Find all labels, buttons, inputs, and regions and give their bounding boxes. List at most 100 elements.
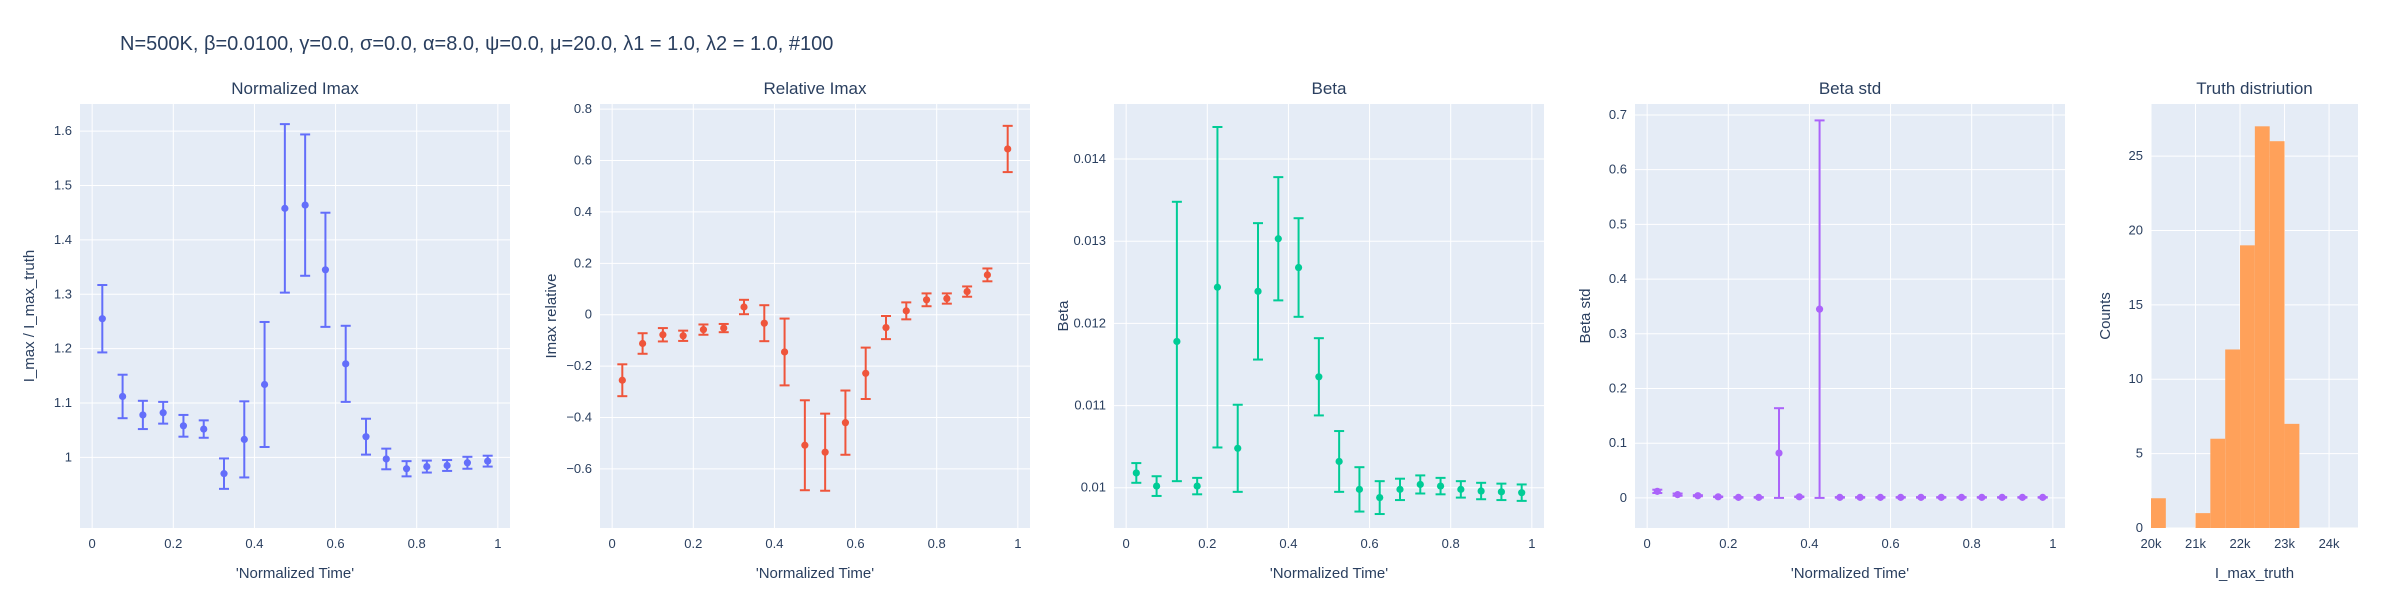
subplot-2: 0 0.2 0.4 0.6 0.8 1 −0.6 −0.4 −0.2 0 0.2 0.4 0.6 0.8 R…: [543, 79, 1030, 582]
data-point: [443, 461, 451, 470]
subplot-1: 0 0.2 0.4 0.6 0.8 1 1 1.1 1.2 1.3 1.4 1.5 1.6 Normali…: [21, 79, 510, 582]
y-tick-label: 0.014: [1073, 151, 1106, 166]
data-point: [1234, 444, 1242, 452]
data-point: [382, 455, 390, 463]
data-point: [720, 324, 728, 332]
y-tick-label: 0: [1620, 490, 1627, 505]
y-tick-label: 1.6: [54, 123, 72, 138]
data-point: [139, 411, 147, 419]
data-point: [1274, 235, 1282, 243]
y-tick-label: 1.3: [54, 286, 72, 301]
subplot-3: 0 0.2 0.4 0.6 0.8 1 0.01 0.011 0.012 0.013 0.014 Be…: [1055, 79, 1544, 582]
y-tick-label: 0: [585, 307, 592, 322]
plot-area: [600, 104, 1030, 528]
data-point: [780, 348, 789, 356]
data-point: [1004, 145, 1012, 153]
data-point: [1376, 493, 1384, 502]
x-tick-label: 0.6: [327, 536, 345, 551]
x-tick-label: 0.2: [684, 536, 702, 551]
data-point: [1937, 493, 1945, 501]
x-tick-label: 0.8: [1963, 536, 1981, 551]
data-point: [882, 323, 890, 332]
y-tick-label: 0.1: [1609, 435, 1627, 450]
y-tick-label: −0.4: [566, 410, 592, 425]
subplot-4: 0 0.2 0.4 0.6 0.8 1 0 0.1 0.2 0.3 0.4 0.5 0.6 0.7 Beta…: [1577, 79, 2065, 582]
y-tick-label: 0.4: [1609, 271, 1627, 286]
data-point: [463, 459, 472, 467]
data-point: [760, 319, 768, 327]
y-tick-label: 0.2: [574, 255, 592, 270]
data-point: [220, 470, 228, 478]
x-tick-label: 1: [1014, 536, 1021, 551]
data-point: [1673, 491, 1682, 499]
data-point: [902, 307, 910, 315]
data-point: [1734, 493, 1743, 501]
histogram-bar: [2195, 513, 2211, 528]
x-tick-label: 0.4: [1800, 536, 1818, 551]
data-point: [1335, 457, 1343, 466]
data-point: [862, 369, 870, 377]
data-point: [321, 266, 330, 274]
y-tick-label: 1.1: [54, 395, 72, 410]
x-tick-label: 0: [1644, 536, 1651, 551]
x-tick-label: 0.8: [408, 536, 426, 551]
data-point: [2018, 493, 2027, 501]
data-point: [1497, 488, 1506, 496]
x-tick-label: 23k: [2274, 536, 2295, 551]
subplot-title: Normalized Imax: [231, 79, 359, 98]
data-point: [1653, 487, 1661, 495]
y-tick-label: 0.012: [1073, 315, 1106, 330]
data-point: [983, 271, 992, 279]
y-tick-label: 0.6: [574, 153, 592, 168]
x-axis-label: 'Normalized Time': [1791, 565, 1909, 582]
data-point: [679, 332, 687, 340]
data-point: [638, 339, 647, 348]
data-point: [118, 392, 127, 401]
y-tick-label: 1: [65, 449, 72, 464]
y-axis-label: I_max / I_max_truth: [21, 250, 38, 383]
y-tick-label: 0.2: [1609, 380, 1627, 395]
plot-area: [1114, 104, 1544, 528]
subplot-title: Beta: [1312, 79, 1348, 98]
data-point: [1396, 485, 1404, 493]
y-tick-label: 1.2: [54, 341, 72, 356]
data-point: [260, 380, 269, 389]
y-tick-label: 0.01: [1081, 480, 1106, 495]
y-tick-label: 15: [2129, 297, 2143, 312]
data-point: [1815, 305, 1824, 313]
histogram-bar: [2210, 438, 2226, 528]
x-tick-label: 0.4: [765, 536, 783, 551]
data-point: [1254, 287, 1262, 295]
y-tick-label: 1.5: [54, 178, 72, 193]
y-tick-label: 0.6: [1609, 162, 1627, 177]
data-point: [98, 315, 106, 323]
x-tick-label: 0: [1123, 536, 1130, 551]
data-point: [1775, 449, 1783, 457]
data-point: [922, 296, 931, 304]
y-tick-label: 0.4: [574, 204, 592, 219]
x-tick-label: 24k: [2319, 536, 2340, 551]
data-point: [740, 303, 748, 311]
y-tick-label: 0.7: [1609, 107, 1627, 122]
data-point: [821, 448, 829, 456]
subplot-title: Beta std: [1819, 79, 1881, 98]
data-point: [1897, 493, 1905, 501]
x-tick-label: 1: [2049, 536, 2056, 551]
data-point: [402, 465, 411, 473]
y-axis-label: Counts: [2097, 292, 2114, 340]
data-point: [943, 294, 951, 303]
histogram-bar: [2269, 141, 2285, 528]
histogram-bar: [2151, 498, 2166, 528]
y-axis-label: Imax relative: [543, 273, 560, 358]
data-point: [1294, 263, 1303, 272]
y-tick-label: 1.4: [54, 232, 72, 247]
x-tick-label: 0.6: [1882, 536, 1900, 551]
x-tick-label: 1: [1528, 536, 1535, 551]
data-point: [1457, 485, 1465, 493]
x-tick-label: 0.2: [164, 536, 182, 551]
data-point: [618, 376, 626, 384]
data-point: [1193, 482, 1201, 490]
x-tick-label: 0: [609, 536, 616, 551]
data-point: [159, 409, 167, 417]
